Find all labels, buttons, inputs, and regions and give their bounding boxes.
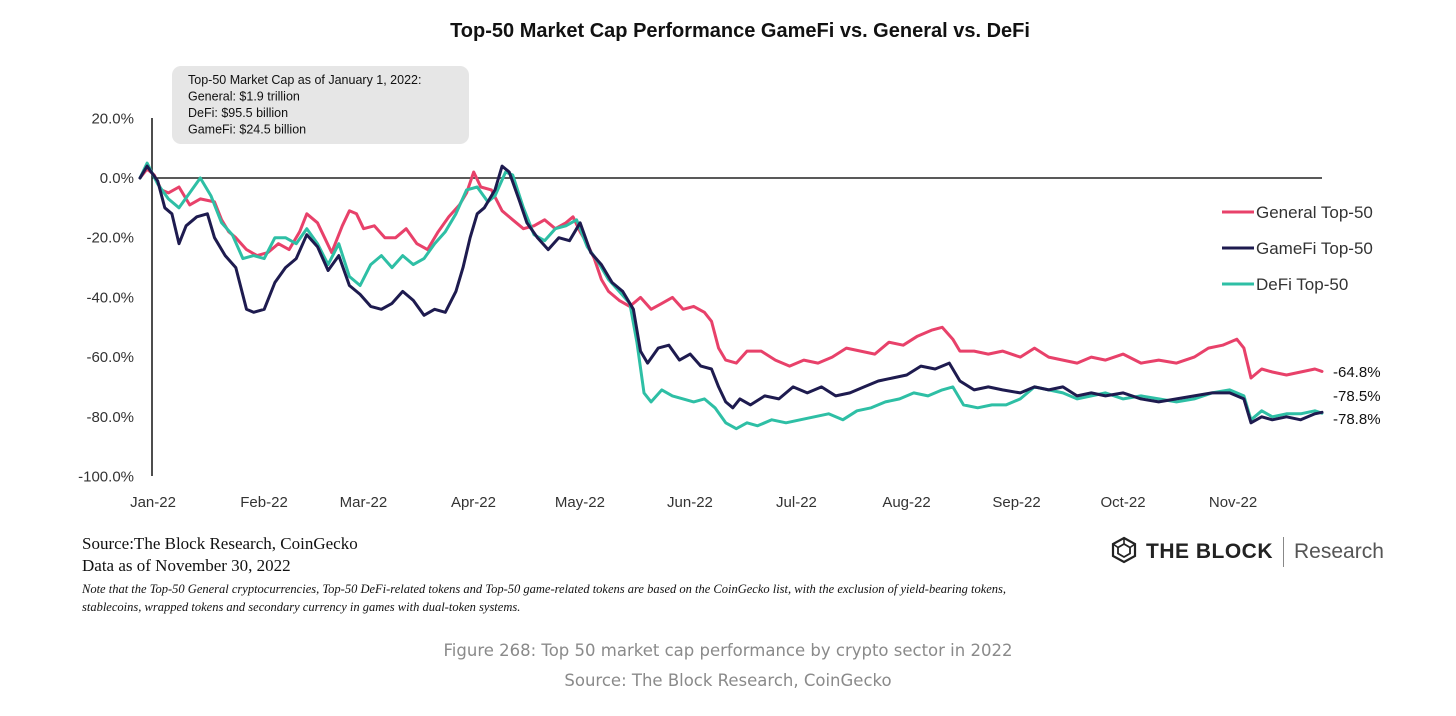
callout-line: GameFi: $24.5 billion (188, 123, 306, 137)
brand-sub: Research (1294, 540, 1384, 563)
source-line: Source:The Block Research, CoinGecko (82, 534, 358, 553)
methodology-note: Note that the Top-50 General cryptocurre… (82, 582, 1007, 614)
callout-line: General: $1.9 trillion (188, 90, 300, 104)
legend-label: General Top-50 (1256, 203, 1373, 222)
legend-label: DeFi Top-50 (1256, 275, 1348, 294)
brand-logo: THE BLOCK Research (1110, 536, 1384, 568)
y-tick-label: -100.0% (78, 469, 134, 486)
x-tick-label: Nov-22 (1209, 494, 1257, 511)
end-value-label: -78.8% (1333, 411, 1381, 428)
legend-label: GameFi Top-50 (1256, 239, 1373, 258)
series-line-gamefi (138, 164, 1324, 425)
y-tick-label: -40.0% (86, 289, 134, 306)
x-tick-label: Jul-22 (776, 494, 817, 511)
y-tick-label: -80.0% (86, 409, 134, 426)
series-line-defi (138, 161, 1324, 431)
series-line-general (138, 167, 1324, 380)
figure-caption: Figure 268: Top 50 market cap performanc… (443, 641, 1013, 660)
chart-title: Top-50 Market Cap Performance GameFi vs.… (450, 20, 1030, 42)
callout-line: DeFi: $95.5 billion (188, 106, 288, 120)
x-tick-label: Apr-22 (451, 494, 496, 511)
callout-box: Top-50 Market Cap as of January 1, 2022:… (172, 66, 469, 144)
x-tick-label: May-22 (555, 494, 605, 511)
x-tick-label: Aug-22 (882, 494, 930, 511)
x-tick-label: Oct-22 (1101, 494, 1146, 511)
end-value-label: -78.5% (1333, 388, 1381, 405)
x-tick-label: Sep-22 (992, 494, 1040, 511)
x-tick-label: Mar-22 (340, 494, 388, 511)
brand-name: THE BLOCK (1146, 540, 1273, 563)
y-tick-label: 20.0% (91, 110, 134, 127)
end-value-label: -64.8% (1333, 364, 1381, 381)
y-tick-label: 0.0% (100, 170, 134, 187)
y-tick-label: -60.0% (86, 349, 134, 366)
x-tick-label: Jun-22 (667, 494, 713, 511)
brand-divider (1283, 537, 1284, 567)
cube-logo-icon (1110, 536, 1138, 569)
callout-line: Top-50 Market Cap as of January 1, 2022: (188, 73, 421, 87)
callout-background (172, 66, 469, 144)
x-tick-label: Feb-22 (240, 494, 288, 511)
figure-source: Source: The Block Research, CoinGecko (564, 671, 892, 690)
x-tick-label: Jan-22 (130, 494, 176, 511)
y-tick-label: -20.0% (86, 230, 134, 247)
data-as-of-line: Data as of November 30, 2022 (82, 556, 291, 575)
